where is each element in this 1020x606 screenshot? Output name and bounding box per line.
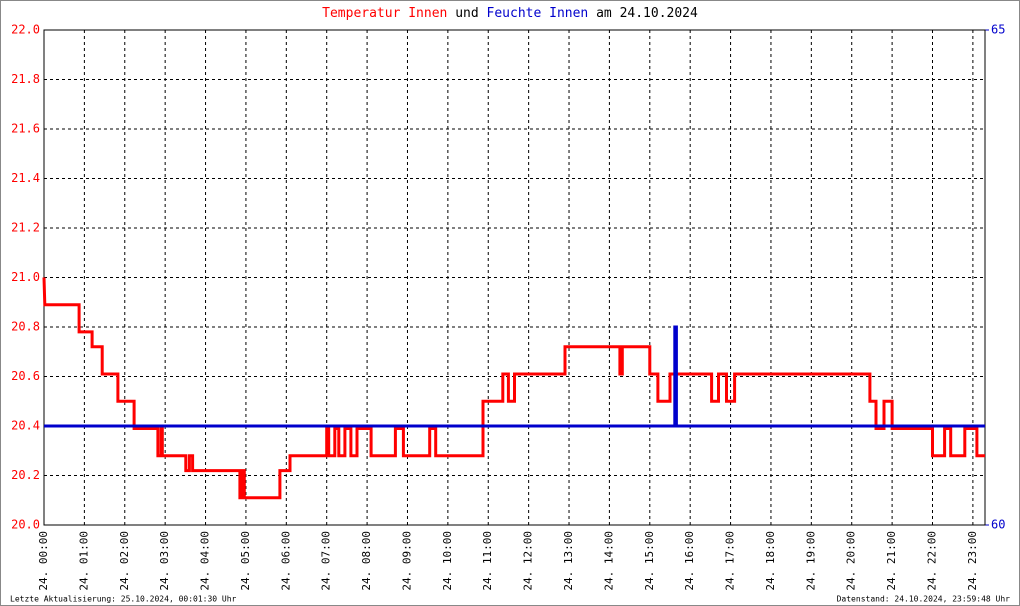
y-tick-label: 21.8 [11,72,40,86]
y-tick-label: 20.8 [11,320,40,334]
x-tick-label: 24. 03:00 [158,531,171,591]
y2-tick-label: 60 [991,518,1005,532]
x-tick-label: 24. 08:00 [360,531,373,591]
title-part: Feuchte Innen [487,6,589,21]
y2-tick-label: 65 [991,23,1005,37]
x-tick-label: 24. 20:00 [845,531,858,591]
y-tick-label: 21.6 [11,122,40,136]
x-tick-label: 24. 01:00 [77,531,90,591]
x-tick-label: 24. 02:00 [118,531,131,591]
x-tick-label: 24. 19:00 [804,531,817,591]
y-tick-label: 21.0 [11,270,40,284]
x-tick-label: 24. 05:00 [239,531,252,591]
footer-right: Datenstand: 24.10.2024, 23:59:48 Uhr [837,595,1011,604]
y-tick-label: 21.2 [11,221,40,235]
y-tick-label: 20.4 [11,419,40,433]
x-tick-label: 24. 09:00 [400,531,413,591]
title-part: am 24.10.2024 [596,6,698,21]
x-tick-label: 24. 07:00 [320,531,333,591]
line-series [42,277,985,500]
x-tick-label: 24. 13:00 [562,531,575,591]
x-tick-label: 24. 16:00 [683,531,696,591]
title-part: Temperatur Innen [322,6,447,21]
x-tick-label: 24. 23:00 [966,531,979,591]
x-tick-label: 24. 14:00 [602,531,615,591]
x-tick-label: 24. 11:00 [481,531,494,591]
x-tick-label: 24. 12:00 [522,531,535,591]
x-tick-label: 24. 04:00 [199,531,212,591]
x-tick-label: 24. 21:00 [885,531,898,591]
x-tick-label: 24. 06:00 [279,531,292,591]
x-tick-label: 24. 15:00 [643,531,656,591]
x-tick-label: 24. 00:00 [37,531,50,591]
y-tick-label: 22.0 [11,23,40,37]
x-tick-label: 24. 22:00 [925,531,938,591]
y-tick-label: 20.6 [11,369,40,383]
footer-left: Letzte Aktualisierung: 25.10.2024, 00:01… [10,595,237,604]
y-tick-label: 21.4 [11,171,40,185]
title-part: und [455,6,478,21]
x-tick-label: 24. 18:00 [764,531,777,591]
y-tick-label: 20.0 [11,518,40,532]
chart-title: Temperatur Innen und Feuchte Innen am 24… [322,6,698,21]
x-tick-label: 24. 10:00 [441,531,454,591]
y-tick-label: 20.2 [11,468,40,482]
line-series [44,325,985,428]
x-tick-label: 24. 17:00 [724,531,737,591]
